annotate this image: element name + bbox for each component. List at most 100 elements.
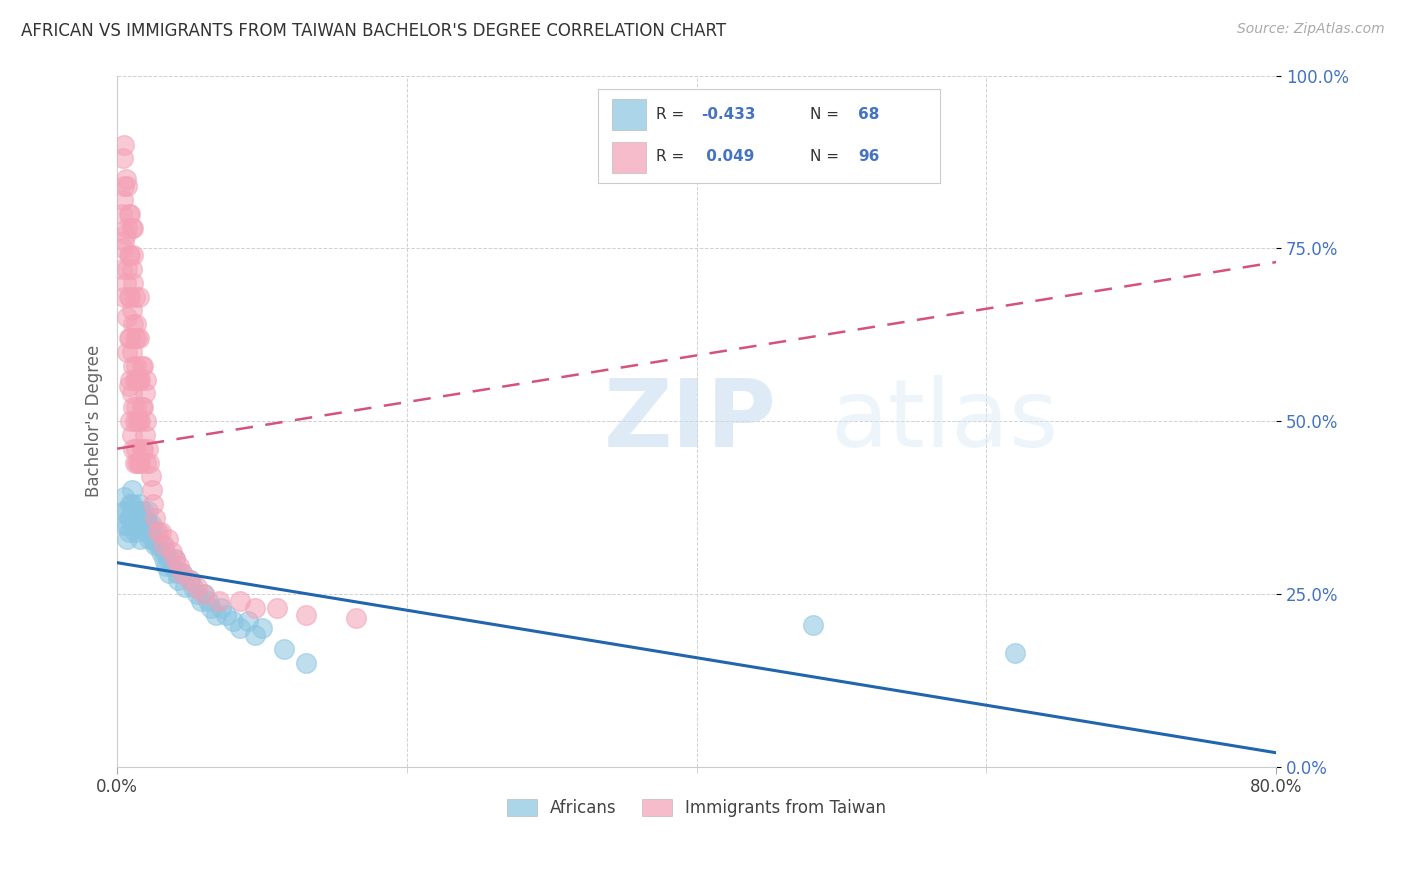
Point: [222, 615, 245, 629]
Point: [115, 227, 138, 242]
Point: [122, 318, 145, 332]
Point: [152, 538, 174, 552]
Point: [167, 573, 190, 587]
Point: [135, 510, 157, 524]
Point: [243, 628, 266, 642]
Point: [190, 593, 212, 607]
Point: [127, 456, 149, 470]
Point: [801, 618, 824, 632]
Point: [138, 517, 160, 532]
Point: [115, 276, 138, 290]
Point: [181, 580, 204, 594]
Point: [132, 517, 155, 532]
Point: [344, 611, 367, 625]
Point: [172, 566, 194, 580]
Point: [156, 532, 179, 546]
Text: ZIP: ZIP: [605, 375, 776, 467]
Point: [132, 401, 155, 415]
Text: AFRICAN VS IMMIGRANTS FROM TAIWAN BACHELOR'S DEGREE CORRELATION CHART: AFRICAN VS IMMIGRANTS FROM TAIWAN BACHEL…: [21, 22, 727, 40]
Point: [156, 552, 179, 566]
Point: [121, 220, 143, 235]
Point: [125, 517, 148, 532]
Point: [131, 359, 153, 373]
Point: [138, 532, 160, 546]
Point: [124, 331, 146, 345]
Point: [114, 490, 136, 504]
Point: [124, 510, 146, 524]
Point: [120, 414, 142, 428]
Point: [153, 545, 176, 559]
Point: [131, 510, 153, 524]
Point: [166, 566, 188, 580]
Point: [124, 414, 146, 428]
Point: [120, 290, 142, 304]
Point: [117, 179, 139, 194]
Point: [138, 456, 160, 470]
Text: Source: ZipAtlas.com: Source: ZipAtlas.com: [1237, 22, 1385, 37]
Point: [243, 600, 266, 615]
Point: [118, 331, 141, 345]
Point: [165, 552, 187, 566]
Point: [142, 532, 165, 546]
Point: [129, 373, 152, 387]
Point: [193, 587, 215, 601]
Point: [143, 510, 166, 524]
Point: [127, 373, 149, 387]
Point: [141, 483, 163, 497]
Point: [122, 442, 145, 456]
Point: [236, 615, 259, 629]
Point: [120, 331, 142, 345]
Point: [179, 573, 201, 587]
Point: [124, 524, 146, 539]
Point: [111, 152, 134, 166]
Point: [118, 207, 141, 221]
Point: [229, 593, 252, 607]
Point: [128, 497, 150, 511]
Point: [146, 524, 169, 539]
Point: [215, 607, 238, 622]
Point: [117, 310, 139, 325]
Point: [139, 524, 162, 539]
Point: [117, 517, 139, 532]
Point: [120, 510, 142, 524]
Point: [294, 607, 316, 622]
Point: [132, 359, 155, 373]
Point: [117, 504, 139, 518]
Point: [127, 331, 149, 345]
Point: [110, 207, 132, 221]
Point: [150, 538, 173, 552]
Point: [135, 414, 157, 428]
Point: [121, 517, 143, 532]
Point: [186, 587, 208, 601]
Point: [128, 510, 150, 524]
Point: [152, 552, 174, 566]
Point: [117, 262, 139, 277]
Point: [115, 172, 138, 186]
Point: [125, 442, 148, 456]
Point: [114, 504, 136, 518]
Point: [149, 524, 172, 539]
Point: [131, 442, 153, 456]
Point: [145, 524, 167, 539]
Point: [118, 510, 141, 524]
Point: [121, 303, 143, 318]
Point: [124, 290, 146, 304]
Point: [125, 359, 148, 373]
Point: [162, 559, 184, 574]
Point: [142, 497, 165, 511]
Point: [110, 262, 132, 277]
Point: [128, 414, 150, 428]
Point: [124, 373, 146, 387]
Point: [131, 401, 153, 415]
Point: [1004, 646, 1026, 660]
Point: [135, 456, 157, 470]
Point: [129, 414, 152, 428]
Point: [122, 359, 145, 373]
Point: [132, 504, 155, 518]
Point: [149, 545, 172, 559]
Point: [117, 220, 139, 235]
Point: [118, 248, 141, 262]
Point: [114, 137, 136, 152]
Point: [197, 593, 219, 607]
Point: [162, 545, 184, 559]
